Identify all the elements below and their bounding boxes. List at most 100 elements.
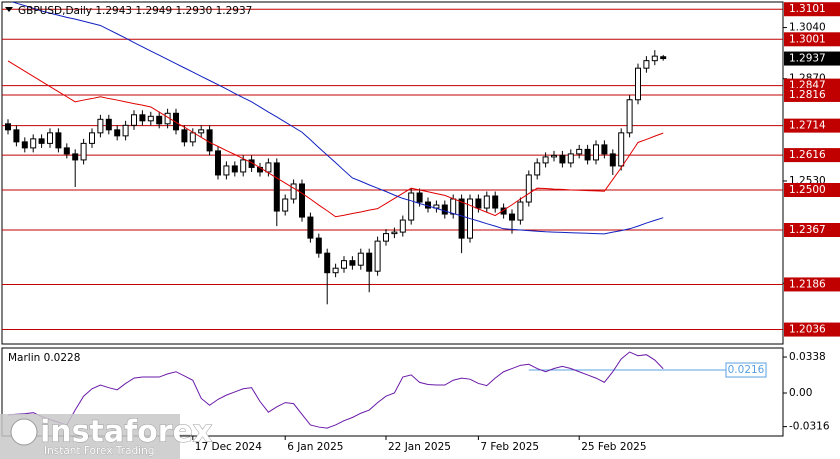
candle-body — [341, 260, 347, 269]
level-label: 1.2186 — [789, 278, 826, 290]
level-label-bg — [784, 2, 840, 17]
last-price-bg — [784, 51, 840, 66]
level-label: 1.2616 — [789, 149, 826, 161]
moving-average — [7, 60, 664, 218]
candle-body — [30, 138, 37, 149]
candle-body — [5, 123, 11, 131]
level-label-bg — [784, 118, 840, 133]
watermark-tagline: Instant Forex Trading — [44, 445, 154, 457]
candle-body — [131, 114, 137, 126]
candle-body — [483, 195, 490, 209]
menu-arrow — [5, 7, 13, 12]
candle-body — [651, 55, 658, 62]
candle-body — [366, 252, 373, 272]
candle-body — [173, 112, 179, 131]
candle-body — [559, 154, 566, 164]
overlay: GBPUSD,Daily 1.2943 1.2949 1.2930 1.2937… — [5, 2, 840, 453]
last-price-label: 1.2937 — [789, 53, 826, 65]
candle-body — [492, 195, 499, 209]
candle-body — [324, 252, 331, 274]
candle-body — [80, 142, 87, 161]
candle-body — [223, 165, 230, 176]
candle-body — [307, 216, 314, 239]
y-tick-label: 0.0338 — [789, 351, 826, 363]
candle-body — [282, 198, 289, 212]
indicator-plot — [7, 351, 726, 429]
watermark-brand: instaforex — [40, 415, 212, 450]
indicator-title: Marlin 0.0228 — [8, 352, 80, 364]
level-label: 1.3101 — [789, 3, 826, 15]
x-tick-label: 25 Feb 2025 — [581, 441, 646, 453]
watermark: instaforex Instant Forex Trading — [0, 414, 213, 459]
candle-body — [458, 198, 465, 239]
y-tick-label: 1.3040 — [789, 22, 826, 34]
candle-body — [517, 201, 524, 221]
level-label-bg — [784, 32, 840, 47]
candle-body — [618, 132, 625, 167]
indicator-line — [7, 351, 664, 429]
candle-body — [408, 192, 415, 221]
level-label-bg — [784, 277, 840, 292]
chart-title: GBPUSD,Daily 1.2943 1.2949 1.2930 1.2937 — [18, 5, 252, 17]
candle-body — [231, 165, 238, 173]
candle-body — [626, 99, 633, 134]
candle-body — [525, 174, 532, 203]
candle-body — [47, 132, 53, 144]
level-label-bg — [784, 223, 840, 237]
candle-body — [105, 118, 112, 131]
candle-body — [72, 153, 79, 161]
candle-body — [299, 183, 305, 218]
candle-body — [475, 198, 482, 209]
candle-body — [139, 114, 146, 122]
candle-body — [609, 153, 616, 167]
candle-body — [576, 148, 583, 155]
level-label-bg — [784, 87, 840, 102]
candle-body — [567, 153, 574, 164]
candle-body — [122, 124, 129, 137]
candle-body — [635, 67, 641, 101]
candle-body — [189, 132, 196, 143]
candle-body — [383, 233, 389, 242]
indicator-level-label: 0.0216 — [728, 364, 765, 376]
watermark-icon — [10, 418, 38, 446]
candle-body — [181, 129, 188, 143]
candle-body — [441, 204, 448, 215]
candle-body — [21, 141, 28, 149]
candle-body — [198, 129, 205, 134]
candle-body — [13, 129, 20, 143]
x-tick-label: 17 Dec 2024 — [195, 441, 262, 453]
candle-body — [114, 129, 121, 137]
level-label: 1.3001 — [789, 33, 826, 45]
candle-body — [38, 138, 45, 144]
level-label-bg — [784, 148, 840, 163]
candle-body — [509, 213, 515, 221]
candle-body — [273, 162, 280, 212]
candle-body — [147, 115, 154, 122]
candle-body — [290, 183, 297, 200]
candle-body — [97, 118, 104, 134]
x-tick-label: 6 Jan 2025 — [287, 441, 343, 453]
main-plot — [2, 2, 783, 331]
candle-body — [542, 156, 549, 164]
candle-body — [601, 144, 608, 155]
candle-body — [265, 162, 272, 173]
candle-body — [593, 144, 599, 161]
candle-body — [551, 154, 557, 158]
level-label: 1.2036 — [789, 324, 826, 336]
candle-body — [391, 231, 398, 235]
candle-body — [399, 219, 406, 233]
candle-body — [332, 267, 339, 274]
level-label-bg — [784, 182, 840, 197]
moving-average — [11, 2, 664, 235]
x-tick-label: 7 Feb 2025 — [480, 441, 539, 453]
level-label: 1.2714 — [789, 120, 826, 132]
candle-body — [315, 237, 322, 254]
candle-body — [63, 147, 70, 155]
candle-body — [374, 240, 381, 272]
candle-body — [660, 56, 667, 60]
y-tick-label: -0.0316 — [789, 421, 830, 433]
y-tick-label: 0.00 — [789, 387, 812, 399]
candle-body — [450, 198, 457, 215]
candle-body — [534, 162, 541, 176]
